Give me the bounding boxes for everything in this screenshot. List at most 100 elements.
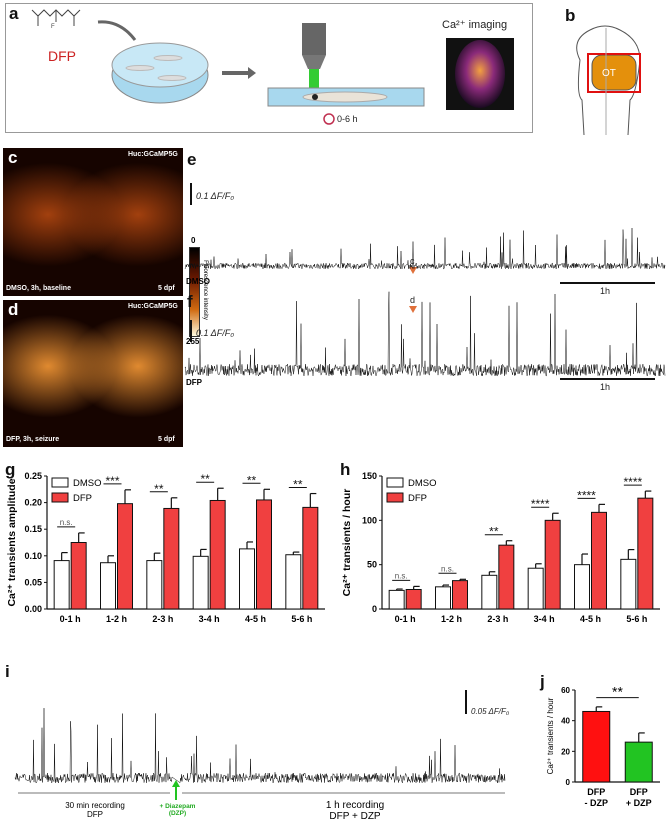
significance-label: n.s. (441, 564, 454, 573)
larva-icon (302, 91, 388, 103)
x-tick-label: 4-5 h (580, 614, 601, 624)
y-tick-label: 0.05 (24, 577, 42, 587)
x-tick-label: 3-4 h (199, 614, 220, 624)
laser-beam (309, 69, 319, 95)
panel-label-i: i (5, 662, 10, 681)
panel-label-g: g (5, 460, 16, 479)
x-tick-label: 2-3 h (487, 614, 508, 624)
significance-label: **** (577, 488, 596, 502)
colorbar-max: 255 (186, 337, 200, 346)
scale-bar (190, 320, 192, 342)
timer-icon (323, 113, 335, 125)
significance-label: n.s. (60, 518, 73, 527)
bar-dmso (620, 558, 637, 610)
line-label: Huc:GCaMP5G (128, 303, 178, 310)
diazepam-line2: (DZP) (168, 810, 187, 817)
x-tick-label: 1-2 h (441, 614, 462, 624)
age-label: 5 dpf (158, 285, 175, 292)
brain-schematic-icon (576, 25, 641, 136)
larvae-icon (125, 55, 187, 81)
bar-dfp (163, 507, 180, 610)
x-tick-label: 5-6 h (626, 614, 647, 624)
bar-dfp (405, 588, 422, 610)
bar-dmso (527, 567, 544, 610)
x-tick-label: 0-1 h (395, 614, 416, 624)
time-scale-bar (560, 378, 655, 380)
panel-label-e: e (187, 150, 197, 169)
x-tick-label: DFP (587, 787, 605, 797)
y-tick-label: 0 (372, 604, 377, 614)
significance-label: ** (154, 482, 164, 496)
bar-dmso (192, 555, 209, 610)
bar-dfp (70, 542, 87, 610)
y-axis-label: Ca²⁺ transients amplitude (6, 478, 18, 606)
segment2-label: 1 h recording DFP + DZP (290, 800, 420, 822)
trace-label-dmso: DMSO (186, 277, 210, 286)
bar-dmso (574, 564, 590, 610)
significance-label: **** (623, 475, 642, 489)
bar-dmso (285, 554, 302, 610)
bar-dfp (256, 499, 272, 610)
dfp-label: DFP (48, 48, 76, 64)
significance-label: ** (612, 684, 623, 700)
segment1-line2: DFP (87, 810, 103, 819)
bar-dmso (388, 589, 405, 610)
bar-dfp (637, 497, 654, 610)
y-tick-label: 100 (362, 515, 377, 525)
y-tick-label: 60 (561, 686, 570, 695)
legend-label: DFP (408, 493, 427, 504)
trace-dfp (184, 291, 666, 377)
panel-label-j: j (540, 672, 545, 691)
segment2-line1: 1 h recording (325, 800, 385, 811)
scale-label: 0.1 ΔF/F₀ (196, 328, 235, 338)
bar-dmso (435, 586, 451, 610)
bar-dfpdzp (624, 741, 653, 783)
significance-label: **** (531, 497, 550, 511)
condition-label: DMSO, 3h, baseline (6, 285, 71, 292)
x-tick-label: DFP (630, 787, 648, 797)
scale-bar (190, 183, 192, 205)
bar-dmso (481, 574, 498, 610)
image-d (3, 300, 183, 447)
bar-dfpdzp (582, 710, 611, 783)
y-tick-label: 0.10 (24, 551, 42, 561)
imaging-label: Ca²⁺ imaging (442, 19, 508, 31)
scale-bar (465, 690, 467, 714)
y-tick-label: 0.25 (24, 471, 42, 481)
trace-label-dfp: DFP (186, 378, 202, 387)
significance-label: n.s. (395, 571, 408, 580)
time-scale-label: 1h (600, 286, 611, 296)
x-tick-label: 4-5 h (245, 614, 266, 624)
duration-label: 0-6 h (337, 114, 358, 124)
x-tick-label: 0-1 h (60, 614, 81, 624)
significance-label: *** (105, 474, 119, 488)
diazepam-arrowhead (172, 780, 180, 787)
panel-label-h: h (340, 460, 351, 479)
significance-label: ** (247, 473, 257, 487)
condition-label: DFP, 3h, seizure (6, 436, 60, 443)
age-label: 5 dpf (158, 436, 175, 443)
arrow-icon (97, 20, 137, 41)
line-label: Huc:GCaMP5G (128, 151, 178, 158)
significance-label: ** (489, 525, 499, 539)
bar-dfp (498, 544, 515, 610)
y-tick-label: 0.00 (24, 604, 42, 614)
trace-dmso (184, 227, 666, 270)
schematic-svg: F OT (31, 9, 641, 136)
panel-a-box (5, 3, 533, 133)
microscope-icon (302, 23, 326, 55)
y-tick-label: 40 (561, 717, 570, 726)
bar-dfp (544, 519, 561, 610)
diazepam-label: + Diazepam (DZP) (150, 803, 205, 817)
y-tick-label: 20 (561, 747, 570, 756)
y-tick-label: 0 (566, 778, 571, 787)
y-tick-label: 0.20 (24, 498, 42, 508)
y-tick-label: 50 (367, 560, 377, 570)
bar-dfp (452, 580, 468, 610)
marker-d: d (410, 295, 416, 305)
legend-swatch (51, 492, 69, 503)
ot-label: OT (602, 68, 616, 79)
